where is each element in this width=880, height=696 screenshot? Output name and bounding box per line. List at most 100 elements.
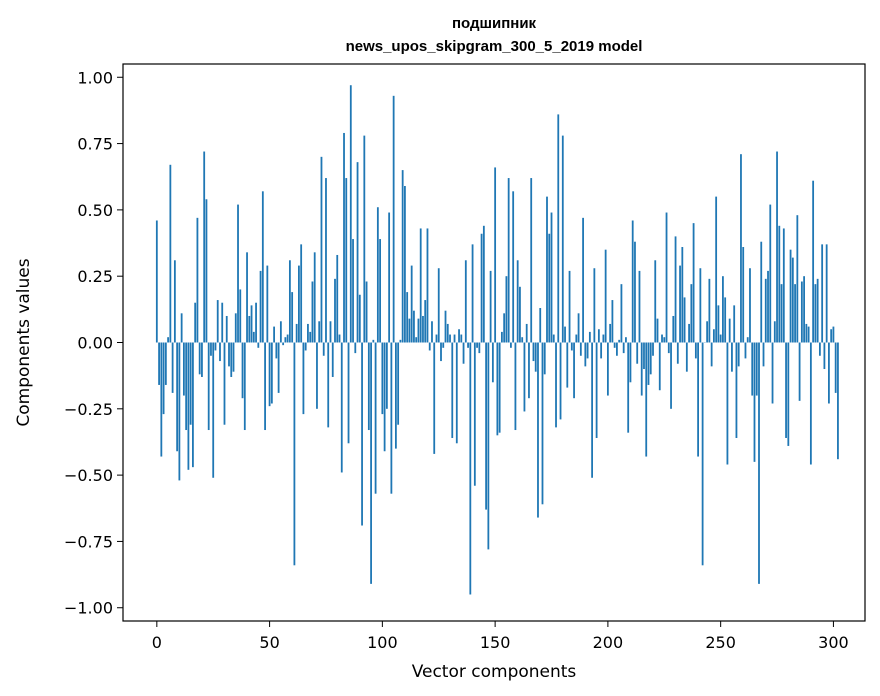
bar-102 <box>385 342 388 409</box>
bar-141 <box>473 342 476 486</box>
bar-251 <box>722 276 724 343</box>
bar-198 <box>602 334 605 343</box>
bar-259 <box>740 154 742 343</box>
y-tick-label: 1.00 <box>77 68 113 87</box>
bar-113 <box>410 265 413 343</box>
y-tick-label: −0.25 <box>64 400 113 419</box>
bar-105 <box>392 95 395 343</box>
bar-241 <box>699 268 702 343</box>
bar-4 <box>164 342 167 385</box>
bar-107 <box>397 342 400 425</box>
bar-85 <box>347 342 350 444</box>
bar-230 <box>674 236 677 343</box>
bar-183 <box>568 270 571 343</box>
bar-213 <box>636 342 639 364</box>
bar-87 <box>352 239 354 343</box>
x-tick-label: 150 <box>480 633 511 652</box>
bar-288 <box>805 323 808 343</box>
bar-70 <box>313 252 316 343</box>
bar-31 <box>225 315 228 343</box>
y-axis-label: Components values <box>14 258 34 426</box>
bar-216 <box>643 342 645 370</box>
bar-188 <box>579 342 582 356</box>
bar-84 <box>345 178 348 343</box>
bar-125 <box>437 268 440 343</box>
bar-43 <box>252 331 255 343</box>
bar-268 <box>760 241 763 343</box>
bar-256 <box>733 305 736 343</box>
bar-132 <box>453 334 456 343</box>
plot-frame <box>122 63 866 622</box>
bar-21 <box>203 151 206 343</box>
bar-108 <box>399 339 402 343</box>
y-axis-ticks: −1.00 −0.75 −0.50 −0.25 0.00 0.25 0.50 0.75 1.00 <box>64 68 123 618</box>
x-tick-label: 250 <box>705 633 736 652</box>
bar-215 <box>640 342 643 396</box>
bar-286 <box>800 281 803 343</box>
bar-24 <box>210 342 212 356</box>
bar-15 <box>189 342 192 425</box>
bar-285 <box>798 342 801 401</box>
bar-146 <box>485 342 487 510</box>
bar-276 <box>778 225 781 343</box>
bar-99 <box>379 239 381 343</box>
bar-116 <box>417 318 420 343</box>
bar-264 <box>751 342 754 396</box>
bar-106 <box>394 342 397 449</box>
x-tick-label: 0 <box>152 633 162 652</box>
bar-68 <box>309 331 312 343</box>
bar-142 <box>476 342 478 348</box>
x-tick-label: 50 <box>259 633 279 652</box>
bar-96 <box>372 339 375 343</box>
bar-17 <box>194 302 197 343</box>
bar-58 <box>286 334 289 343</box>
bar-277 <box>780 284 783 343</box>
bar-75 <box>325 178 327 343</box>
bar-123 <box>433 342 436 454</box>
bar-224 <box>661 334 663 343</box>
bar-41 <box>248 315 251 343</box>
bar-300 <box>832 326 835 343</box>
bar-59 <box>288 260 291 343</box>
bar-115 <box>415 337 418 343</box>
bar-27 <box>216 300 219 343</box>
bar-271 <box>767 270 769 343</box>
bar-76 <box>327 342 330 428</box>
bar-134 <box>458 329 460 343</box>
bar-153 <box>500 331 503 343</box>
bar-65 <box>302 342 305 415</box>
bar-12 <box>182 342 185 396</box>
bar-74 <box>322 342 325 356</box>
bar-103 <box>388 212 391 343</box>
bar-242 <box>701 342 704 566</box>
bar-235 <box>685 342 688 372</box>
bar-129 <box>446 323 449 343</box>
x-axis-label: Vector components <box>412 662 577 682</box>
bar-295 <box>821 244 824 343</box>
bar-290 <box>809 342 812 465</box>
bar-73 <box>320 156 323 343</box>
bar-280 <box>787 342 790 446</box>
bar-272 <box>769 204 772 343</box>
bar-6 <box>169 164 172 343</box>
bar-10 <box>178 342 181 481</box>
y-tick-label: −0.75 <box>64 532 113 551</box>
bar-292 <box>814 284 817 343</box>
bar-166 <box>530 178 533 343</box>
bar-155 <box>505 276 508 343</box>
bar-81 <box>338 334 341 343</box>
bar-89 <box>356 162 359 343</box>
bar-133 <box>455 342 458 444</box>
x-tick-label: 100 <box>367 633 398 652</box>
bar-23 <box>207 342 210 431</box>
bar-261 <box>744 342 747 359</box>
bar-0 <box>155 220 158 343</box>
bar-211 <box>631 220 634 343</box>
bar-50 <box>268 342 271 407</box>
bar-237 <box>690 284 693 343</box>
bar-191 <box>586 342 589 359</box>
bar-246 <box>710 342 713 367</box>
bar-228 <box>670 342 672 409</box>
bar-192 <box>588 331 591 343</box>
bar-291 <box>812 180 815 343</box>
